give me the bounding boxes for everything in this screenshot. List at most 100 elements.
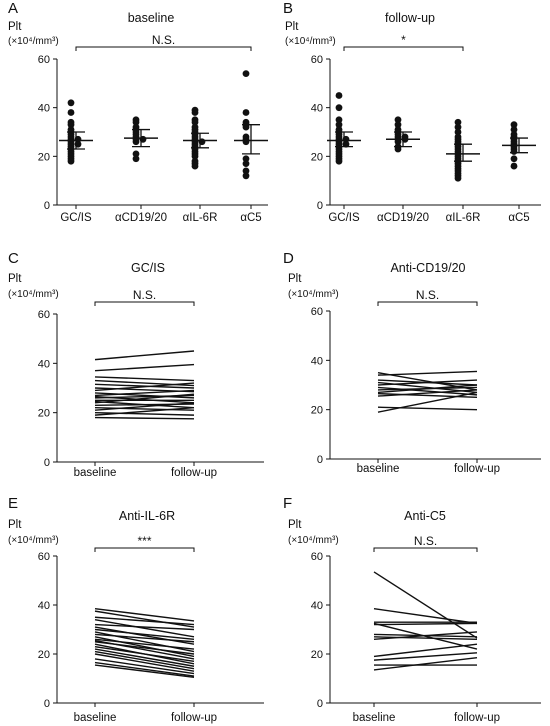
patient-line bbox=[94, 653, 195, 672]
data-point bbox=[394, 121, 402, 129]
y-tick-label: 60 bbox=[38, 309, 50, 321]
significance-label: N.S. bbox=[416, 288, 439, 302]
panel-letter: C bbox=[8, 250, 19, 267]
panel-letter: D bbox=[283, 250, 294, 267]
patient-line bbox=[94, 626, 195, 645]
patient-line bbox=[94, 382, 195, 392]
significance-bracket bbox=[377, 301, 478, 306]
patient-line bbox=[94, 610, 195, 628]
significance-label: *** bbox=[137, 534, 151, 548]
x-tick-label: baseline bbox=[74, 467, 117, 479]
data-point bbox=[191, 109, 199, 116]
patient-line bbox=[377, 379, 478, 386]
patient-line bbox=[94, 407, 195, 416]
patient-line bbox=[94, 628, 195, 640]
patient-line bbox=[94, 402, 195, 411]
y-tick-label: 40 bbox=[311, 600, 323, 612]
x-tick-label: αC5 bbox=[240, 212, 261, 224]
data-point bbox=[510, 126, 518, 133]
patient-line bbox=[373, 607, 478, 625]
significance-label: N.S. bbox=[133, 288, 156, 302]
data-point bbox=[335, 157, 343, 165]
x-tick-label: αC5 bbox=[508, 212, 529, 224]
significance-bracket bbox=[94, 301, 195, 306]
patient-line bbox=[94, 645, 195, 663]
significance-label: N.S. bbox=[414, 534, 437, 548]
data-point bbox=[191, 118, 199, 126]
y-tick-label: 60 bbox=[311, 54, 323, 66]
x-tick-label: baseline bbox=[357, 463, 400, 475]
x-tick-label: αIL-6R bbox=[183, 212, 218, 224]
y-axis-units: (×10⁴/mm³) bbox=[8, 36, 59, 47]
patient-line bbox=[377, 392, 478, 399]
patient-line bbox=[377, 386, 478, 396]
y-axis-title: Plt bbox=[285, 21, 299, 33]
panel-letter: B bbox=[283, 0, 293, 17]
patient-line bbox=[377, 371, 478, 391]
y-axis-title: Plt bbox=[288, 519, 302, 531]
data-point bbox=[510, 155, 518, 163]
data-point bbox=[335, 121, 343, 129]
patient-line bbox=[377, 370, 478, 376]
y-tick-label: 60 bbox=[311, 306, 323, 318]
patient-line bbox=[94, 607, 195, 622]
data-point bbox=[242, 109, 250, 116]
data-point bbox=[510, 162, 518, 170]
panel-title: Anti-C5 bbox=[404, 509, 446, 523]
panel-letter: E bbox=[8, 495, 18, 512]
y-axis-units: (×10⁴/mm³) bbox=[8, 289, 59, 300]
y-axis-title: Plt bbox=[8, 273, 22, 285]
data-point bbox=[67, 121, 75, 129]
x-tick-label: baseline bbox=[74, 712, 117, 724]
data-point bbox=[454, 174, 462, 182]
panel-title: Anti-IL-6R bbox=[119, 509, 175, 523]
panel-title: baseline bbox=[128, 11, 175, 25]
data-point bbox=[191, 162, 199, 170]
panel-f: F Anti-C5 Plt (×10⁴/mm³) 0 20 40 60 baseline foll… bbox=[283, 495, 541, 724]
data-point bbox=[132, 138, 140, 146]
data-point bbox=[510, 121, 518, 129]
data-point bbox=[67, 157, 75, 165]
patient-line bbox=[377, 389, 478, 397]
patient-line bbox=[94, 661, 195, 677]
y-axis-title: Plt bbox=[8, 519, 22, 531]
patient-line bbox=[377, 384, 478, 394]
x-tick-label: follow-up bbox=[454, 463, 500, 475]
y-tick-label: 40 bbox=[38, 600, 50, 612]
data-point bbox=[335, 92, 343, 99]
data-point bbox=[242, 160, 250, 168]
patient-line bbox=[94, 392, 195, 399]
y-tick-label: 40 bbox=[311, 103, 323, 115]
y-tick-label: 0 bbox=[44, 457, 50, 469]
significance-bracket bbox=[94, 547, 195, 552]
x-tick-label: GC/IS bbox=[60, 212, 92, 224]
patient-line bbox=[94, 376, 195, 382]
y-axis-title: Plt bbox=[8, 21, 22, 33]
y-tick-label: 20 bbox=[311, 405, 323, 417]
panel-title: Anti-CD19/20 bbox=[390, 261, 465, 275]
panel-letter: F bbox=[283, 495, 292, 512]
y-axis-title: Plt bbox=[288, 273, 302, 285]
y-tick-label: 0 bbox=[44, 200, 50, 212]
panel-title: GC/IS bbox=[131, 261, 165, 275]
significance-bracket bbox=[75, 46, 252, 51]
panel-e: E Anti-IL-6R Plt (×10⁴/mm³) 0 20 40 60 baseline f… bbox=[8, 495, 264, 724]
patient-line bbox=[94, 648, 195, 667]
patient-line bbox=[94, 416, 195, 420]
data-point bbox=[510, 148, 518, 155]
patient-line bbox=[373, 656, 478, 671]
y-tick-label: 0 bbox=[317, 454, 323, 466]
patient-line bbox=[373, 643, 478, 658]
y-tick-label: 0 bbox=[44, 698, 50, 710]
x-tick-label: baseline bbox=[353, 712, 396, 724]
patient-line bbox=[94, 350, 195, 361]
significance-bracket bbox=[343, 46, 464, 51]
significance-bracket bbox=[373, 547, 478, 552]
y-axis-units: (×10⁴/mm³) bbox=[8, 535, 59, 546]
y-tick-label: 20 bbox=[311, 649, 323, 661]
data-point bbox=[242, 167, 250, 175]
y-tick-label: 40 bbox=[38, 358, 50, 370]
